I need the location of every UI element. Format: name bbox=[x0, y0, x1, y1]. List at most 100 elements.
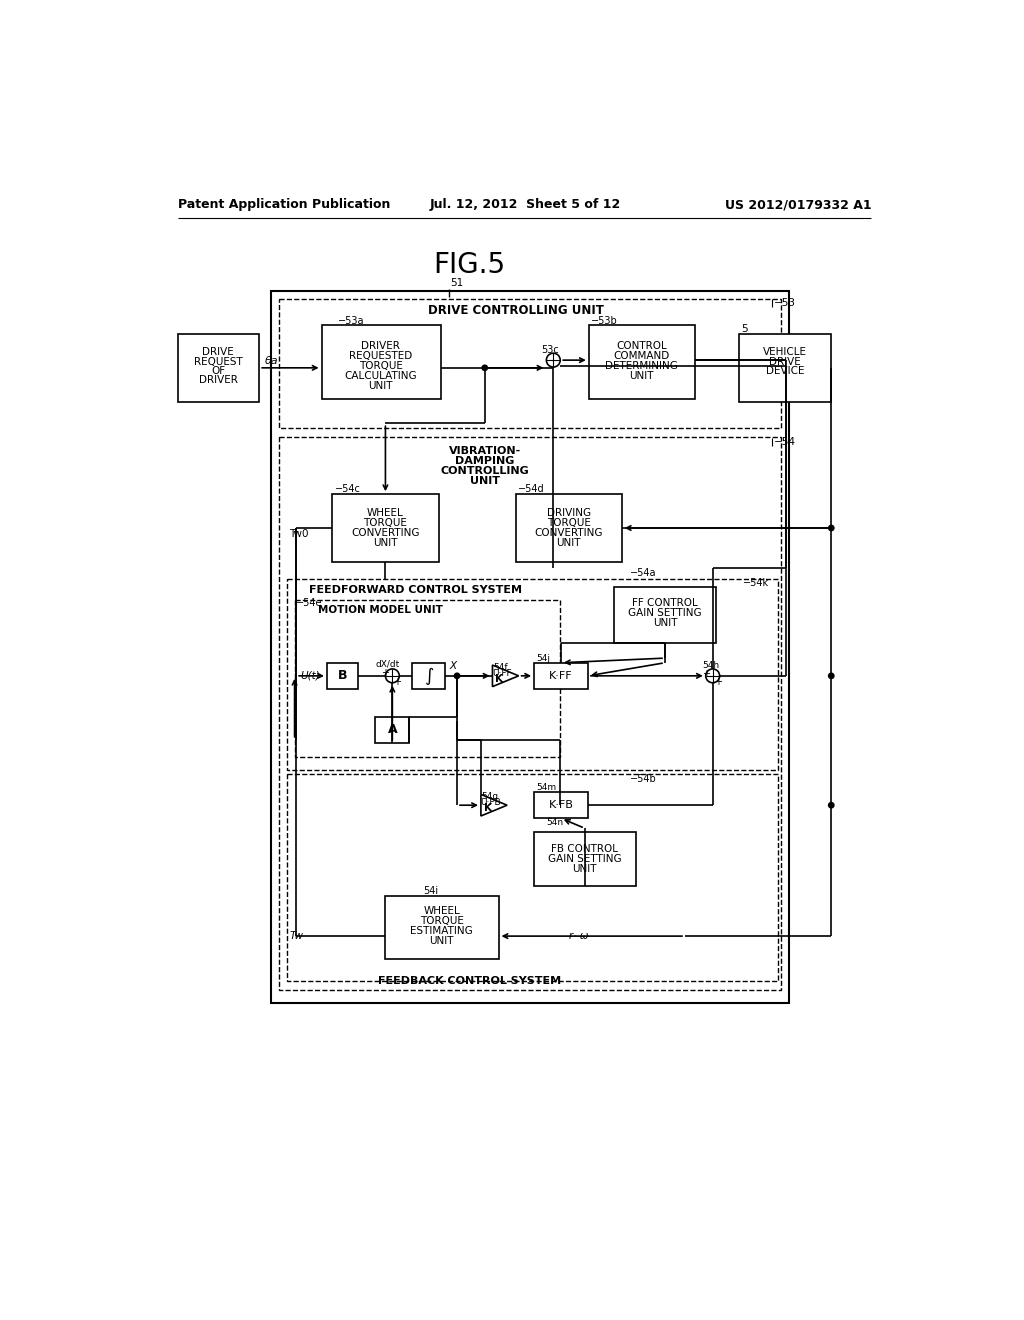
Bar bbox=[376, 717, 410, 743]
Text: DAMPING: DAMPING bbox=[455, 455, 514, 466]
Text: UNIT: UNIT bbox=[572, 865, 597, 874]
Text: CONTROL: CONTROL bbox=[616, 341, 668, 351]
Text: −53a: −53a bbox=[339, 315, 365, 326]
Text: UNIT: UNIT bbox=[369, 380, 393, 391]
Text: −54d: −54d bbox=[518, 484, 545, 495]
Text: Tw0: Tw0 bbox=[289, 529, 308, 539]
Text: U(t): U(t) bbox=[300, 671, 319, 681]
Text: REQUESTED: REQUESTED bbox=[349, 351, 413, 360]
Text: X: X bbox=[450, 661, 457, 671]
Text: CONTROLLING: CONTROLLING bbox=[440, 466, 529, 477]
Text: MOTION MODEL UNIT: MOTION MODEL UNIT bbox=[318, 606, 443, 615]
Text: GAIN SETTING: GAIN SETTING bbox=[548, 854, 622, 865]
Text: DRIVE: DRIVE bbox=[203, 347, 234, 358]
Text: −54: −54 bbox=[774, 437, 797, 446]
Text: CONVERTING: CONVERTING bbox=[535, 528, 603, 537]
Text: 54f: 54f bbox=[494, 663, 508, 672]
Text: DEVICE: DEVICE bbox=[766, 366, 804, 376]
Text: DRIVE: DRIVE bbox=[769, 356, 801, 367]
Text: −54k: −54k bbox=[743, 578, 770, 589]
Text: A: A bbox=[387, 723, 397, 737]
Text: DRIVER: DRIVER bbox=[361, 341, 400, 351]
Bar bbox=[280, 298, 781, 428]
Text: U·FF: U·FF bbox=[493, 669, 512, 678]
Text: r· ω: r· ω bbox=[569, 931, 589, 941]
Text: dX/dt: dX/dt bbox=[376, 660, 399, 669]
Text: GAIN SETTING: GAIN SETTING bbox=[628, 609, 701, 619]
Text: WHEEL: WHEEL bbox=[423, 907, 460, 916]
Circle shape bbox=[828, 803, 834, 808]
Text: K·FB: K·FB bbox=[549, 800, 573, 810]
Bar bbox=[271, 290, 788, 1003]
Text: 54h: 54h bbox=[701, 661, 719, 671]
Bar bbox=[287, 578, 778, 770]
Text: K·FF: K·FF bbox=[549, 671, 572, 681]
Text: 53c: 53c bbox=[541, 345, 559, 355]
Text: FEEDFORWARD CONTROL SYSTEM: FEEDFORWARD CONTROL SYSTEM bbox=[309, 585, 522, 595]
Text: −54b: −54b bbox=[630, 774, 656, 784]
Text: ESTIMATING: ESTIMATING bbox=[411, 927, 473, 936]
Text: 51: 51 bbox=[451, 277, 463, 288]
Text: 54j: 54j bbox=[537, 653, 550, 663]
Text: UNIT: UNIT bbox=[652, 619, 677, 628]
Text: DRIVER: DRIVER bbox=[199, 375, 238, 385]
Bar bbox=[589, 326, 695, 399]
Text: θa: θa bbox=[264, 356, 279, 366]
Text: TORQUE: TORQUE bbox=[547, 517, 591, 528]
Text: UNIT: UNIT bbox=[470, 477, 500, 486]
Text: DETERMINING: DETERMINING bbox=[605, 360, 678, 371]
Text: B: B bbox=[338, 669, 347, 682]
Text: CALCULATING: CALCULATING bbox=[344, 371, 417, 380]
Bar bbox=[333, 494, 438, 562]
Bar bbox=[280, 437, 781, 990]
Text: FF CONTROL: FF CONTROL bbox=[632, 598, 697, 609]
Text: 54m: 54m bbox=[537, 783, 556, 792]
Text: Patent Application Publication: Patent Application Publication bbox=[178, 198, 391, 211]
Text: 54n: 54n bbox=[547, 817, 563, 826]
Bar bbox=[739, 334, 831, 401]
Text: U·FB: U·FB bbox=[480, 799, 501, 808]
Text: DRIVING: DRIVING bbox=[547, 508, 591, 517]
Text: 5: 5 bbox=[741, 325, 748, 334]
Text: COMMAND: COMMAND bbox=[613, 351, 670, 360]
Text: −54a: −54a bbox=[630, 568, 656, 578]
Text: +: + bbox=[714, 677, 722, 686]
Text: +: + bbox=[393, 677, 401, 686]
Text: −54e: −54e bbox=[296, 598, 323, 607]
Text: Tw: Tw bbox=[290, 931, 304, 941]
Bar bbox=[614, 587, 716, 643]
Bar bbox=[385, 896, 499, 960]
Text: 54i: 54i bbox=[423, 887, 438, 896]
Bar bbox=[535, 792, 588, 818]
Text: Jul. 12, 2012  Sheet 5 of 12: Jul. 12, 2012 Sheet 5 of 12 bbox=[429, 198, 621, 211]
Text: K: K bbox=[496, 675, 504, 684]
Bar bbox=[178, 334, 259, 401]
Bar bbox=[287, 775, 778, 981]
Bar bbox=[515, 494, 622, 562]
Text: UNIT: UNIT bbox=[630, 371, 654, 380]
Text: −53: −53 bbox=[774, 298, 797, 308]
Text: TORQUE: TORQUE bbox=[420, 916, 464, 927]
Text: UNIT: UNIT bbox=[373, 537, 397, 548]
Text: TORQUE: TORQUE bbox=[364, 517, 408, 528]
Text: FB CONTROL: FB CONTROL bbox=[551, 843, 618, 854]
Text: ∫: ∫ bbox=[424, 667, 433, 685]
Circle shape bbox=[482, 366, 487, 371]
Text: FEEDBACK CONTROL SYSTEM: FEEDBACK CONTROL SYSTEM bbox=[378, 975, 561, 986]
Text: UNIT: UNIT bbox=[429, 936, 454, 946]
Text: K: K bbox=[484, 804, 492, 813]
Polygon shape bbox=[493, 665, 518, 686]
Bar bbox=[535, 832, 636, 886]
Text: WHEEL: WHEEL bbox=[367, 508, 403, 517]
Text: OF: OF bbox=[211, 366, 225, 376]
Bar bbox=[327, 663, 357, 689]
Circle shape bbox=[455, 673, 460, 678]
Text: 54g: 54g bbox=[481, 792, 499, 801]
Bar bbox=[412, 663, 445, 689]
Text: UNIT: UNIT bbox=[556, 537, 581, 548]
Bar bbox=[295, 599, 560, 758]
Text: US 2012/0179332 A1: US 2012/0179332 A1 bbox=[725, 198, 871, 211]
Text: VIBRATION-: VIBRATION- bbox=[449, 446, 521, 455]
Bar bbox=[322, 326, 441, 399]
Text: −54c: −54c bbox=[335, 484, 360, 495]
